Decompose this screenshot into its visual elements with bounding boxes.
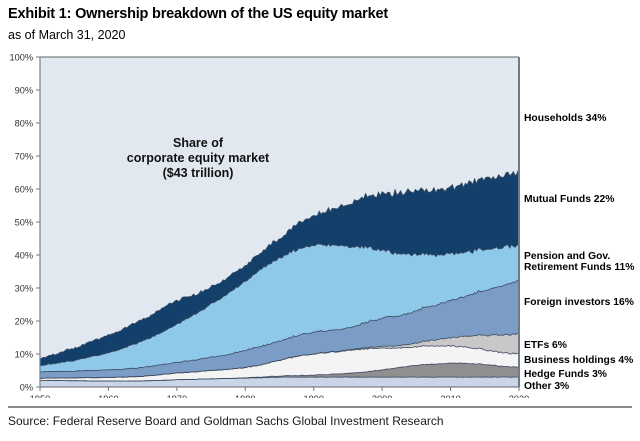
series-label-other: Other 3% bbox=[524, 381, 570, 392]
svg-text:80%: 80% bbox=[15, 118, 33, 128]
svg-text:1950: 1950 bbox=[30, 394, 50, 398]
svg-text:90%: 90% bbox=[15, 85, 33, 95]
svg-text:0%: 0% bbox=[20, 382, 33, 392]
page-title: Exhibit 1: Ownership breakdown of the US… bbox=[8, 6, 388, 22]
series-label-pension-line2: Retirement Funds 11% bbox=[524, 262, 635, 273]
svg-text:10%: 10% bbox=[15, 349, 33, 359]
page-subtitle: as of March 31, 2020 bbox=[8, 28, 126, 42]
svg-text:1990: 1990 bbox=[303, 394, 323, 398]
svg-text:20%: 20% bbox=[15, 316, 33, 326]
svg-text:70%: 70% bbox=[15, 151, 33, 161]
series-label-mutual-funds: Mutual Funds 22% bbox=[524, 194, 615, 205]
series-label-pension-line1: Pension and Gov. bbox=[524, 251, 611, 262]
source-note: Source: Federal Reserve Board and Goldma… bbox=[8, 414, 444, 428]
svg-text:2020: 2020 bbox=[509, 394, 529, 398]
chart-plot-area: 0% 10% 20% 30% 40% 50% 60% 70% 80% 90% 100% 1950 196… bbox=[0, 48, 640, 398]
annotation-line-3: ($43 trillion) bbox=[162, 166, 234, 180]
svg-text:40%: 40% bbox=[15, 250, 33, 260]
svg-text:100%: 100% bbox=[10, 52, 34, 62]
series-label-foreign-investors: Foreign investors 16% bbox=[524, 297, 634, 308]
series-label-hedge-funds: Hedge Funds 3% bbox=[524, 369, 607, 380]
svg-text:30%: 30% bbox=[15, 283, 33, 293]
svg-text:1960: 1960 bbox=[98, 394, 118, 398]
svg-text:60%: 60% bbox=[15, 184, 33, 194]
series-label-business-holdings: Business holdings 4% bbox=[524, 355, 634, 366]
svg-text:1970: 1970 bbox=[167, 394, 187, 398]
annotation-line-1: Share of bbox=[172, 136, 223, 150]
svg-text:50%: 50% bbox=[15, 217, 33, 227]
svg-text:2000: 2000 bbox=[372, 394, 392, 398]
svg-text:2010: 2010 bbox=[440, 394, 460, 398]
svg-text:1980: 1980 bbox=[235, 394, 255, 398]
footer-divider bbox=[8, 406, 632, 408]
series-label-etfs: ETFs 6% bbox=[524, 340, 567, 351]
chart-annotation: Share of corporate equity market ($43 tr… bbox=[98, 136, 298, 181]
annotation-line-2: corporate equity market bbox=[126, 151, 270, 165]
series-label-households: Households 34% bbox=[524, 113, 607, 124]
stacked-area-chart: 0% 10% 20% 30% 40% 50% 60% 70% 80% 90% 100% 1950 196… bbox=[10, 52, 530, 398]
